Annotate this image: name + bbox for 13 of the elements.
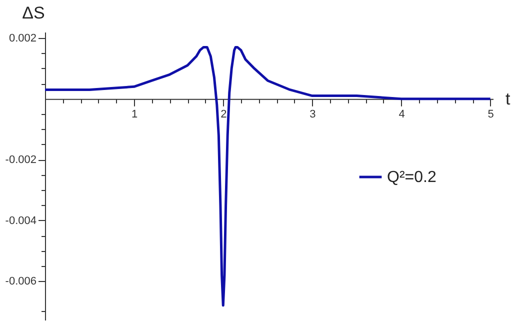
x-tick-label: 4: [398, 108, 405, 120]
x-tick-label: 5: [488, 108, 494, 120]
x-axis-title: t: [506, 89, 510, 108]
x-tick-label: 3: [310, 108, 316, 120]
y-tick-label: -0.006: [5, 276, 36, 288]
y-tick-label: 0.002: [8, 32, 36, 45]
legend-label: Q²=0.2: [387, 168, 436, 186]
y-tick-label: -0.004: [5, 214, 36, 227]
y-axis-title: ΔS: [22, 4, 45, 22]
x-tick-label: 1: [132, 108, 138, 120]
y-tick-label: -0.002: [5, 154, 36, 166]
x-tick-label: 2: [220, 108, 227, 120]
line-series: [45, 46, 492, 307]
